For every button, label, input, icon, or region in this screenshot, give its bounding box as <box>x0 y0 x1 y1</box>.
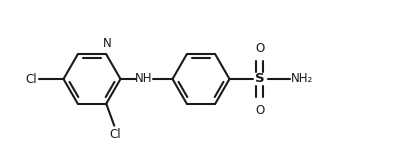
Text: NH: NH <box>135 72 153 85</box>
Text: N: N <box>103 37 111 50</box>
Text: NH₂: NH₂ <box>290 72 313 85</box>
Text: O: O <box>255 42 264 55</box>
Text: O: O <box>255 104 264 117</box>
Text: S: S <box>255 72 264 85</box>
Text: Cl: Cl <box>110 128 121 141</box>
Text: Cl: Cl <box>25 72 37 85</box>
